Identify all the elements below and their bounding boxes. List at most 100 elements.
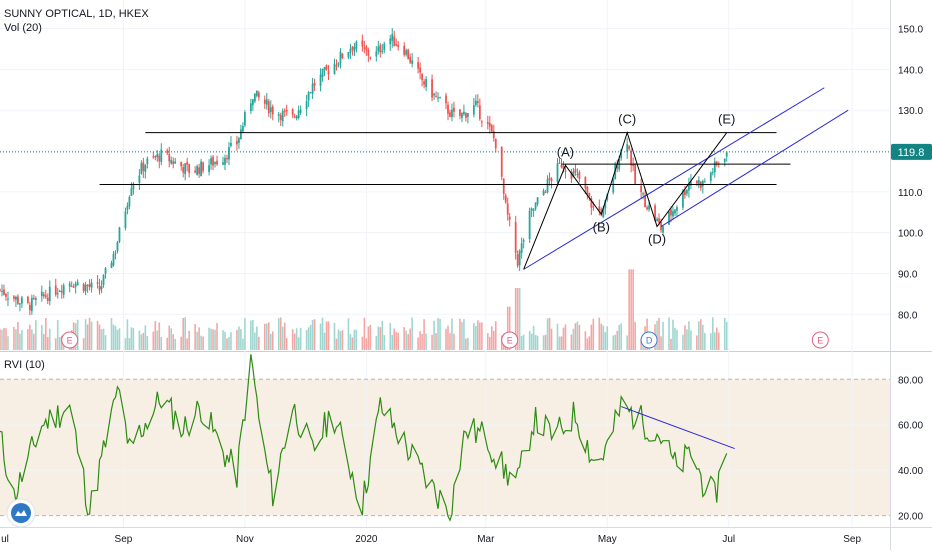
candle[interactable] <box>405 50 408 55</box>
candle[interactable] <box>156 153 159 158</box>
candle[interactable] <box>506 203 509 215</box>
candle[interactable] <box>628 145 631 150</box>
candle[interactable] <box>632 164 635 167</box>
candle[interactable] <box>236 140 238 145</box>
candle[interactable] <box>76 281 79 286</box>
candle[interactable] <box>686 189 688 194</box>
candle[interactable] <box>62 285 65 295</box>
candle[interactable] <box>305 101 308 110</box>
candle[interactable] <box>174 161 177 164</box>
candle[interactable] <box>588 192 591 197</box>
candle[interactable] <box>570 171 573 179</box>
candle[interactable] <box>243 112 246 126</box>
candle[interactable] <box>536 197 539 204</box>
candle[interactable] <box>602 208 605 218</box>
candle[interactable] <box>658 218 660 223</box>
candle[interactable] <box>42 294 45 297</box>
candle[interactable] <box>341 53 344 58</box>
candle[interactable] <box>492 131 495 139</box>
candle[interactable] <box>214 162 216 164</box>
candle[interactable] <box>84 284 87 292</box>
candle[interactable] <box>128 196 131 207</box>
candle[interactable] <box>646 207 648 210</box>
candle[interactable] <box>96 282 99 284</box>
candle[interactable] <box>126 205 129 211</box>
rvi-trendline[interactable] <box>621 406 735 450</box>
candle[interactable] <box>431 79 433 98</box>
candle[interactable] <box>532 209 535 211</box>
candle[interactable] <box>309 92 312 94</box>
candle[interactable] <box>546 179 549 193</box>
candle[interactable] <box>379 44 382 53</box>
candle[interactable] <box>381 50 384 52</box>
candle[interactable] <box>676 207 678 211</box>
candle[interactable] <box>419 67 422 73</box>
candle[interactable] <box>682 190 684 208</box>
candle[interactable] <box>480 121 483 123</box>
candle[interactable] <box>249 103 252 112</box>
candle[interactable] <box>186 162 189 165</box>
candle[interactable] <box>82 284 85 291</box>
candle[interactable] <box>154 156 157 158</box>
candle[interactable] <box>269 107 272 112</box>
candle[interactable] <box>725 152 728 157</box>
candle[interactable] <box>576 173 579 175</box>
candle[interactable] <box>321 69 324 78</box>
candle[interactable] <box>411 60 414 64</box>
candle[interactable] <box>323 67 326 71</box>
candle[interactable] <box>152 156 155 158</box>
candle[interactable] <box>453 107 455 112</box>
candle[interactable] <box>466 113 469 117</box>
candle[interactable] <box>200 161 202 176</box>
candle[interactable] <box>642 193 645 195</box>
candle[interactable] <box>56 293 59 295</box>
candle[interactable] <box>313 82 316 86</box>
candle[interactable] <box>516 254 519 266</box>
candle[interactable] <box>417 62 420 69</box>
candle[interactable] <box>689 181 692 186</box>
trend-channel[interactable] <box>523 87 849 270</box>
candle[interactable] <box>68 283 71 287</box>
candle[interactable] <box>697 180 700 185</box>
candle[interactable] <box>26 296 29 303</box>
candle[interactable] <box>542 190 545 195</box>
rvi-indicator[interactable] <box>0 354 735 522</box>
wave-pattern[interactable]: (A) (B) (C) (D) (E) <box>523 112 736 270</box>
candle[interactable] <box>711 172 714 174</box>
candle[interactable] <box>558 162 561 164</box>
candle[interactable] <box>560 164 563 168</box>
candle[interactable] <box>124 211 127 228</box>
candle[interactable] <box>548 177 551 180</box>
candle[interactable] <box>644 194 647 208</box>
candle[interactable] <box>17 296 19 304</box>
candle[interactable] <box>508 216 511 220</box>
candle[interactable] <box>423 81 425 85</box>
candle[interactable] <box>606 194 609 200</box>
candle[interactable] <box>110 263 113 268</box>
candle[interactable] <box>222 162 224 165</box>
earnings-marker[interactable] <box>501 331 519 349</box>
candle[interactable] <box>684 190 686 196</box>
candle[interactable] <box>19 303 21 305</box>
candle[interactable] <box>393 36 396 47</box>
candle[interactable] <box>564 170 567 172</box>
candle[interactable] <box>397 44 400 48</box>
candle[interactable] <box>476 101 479 104</box>
candle[interactable] <box>253 93 256 102</box>
candle[interactable] <box>572 171 575 177</box>
candle[interactable] <box>421 73 424 80</box>
candle[interactable] <box>196 166 199 175</box>
candle[interactable] <box>132 183 135 190</box>
candle[interactable] <box>226 157 228 160</box>
candle[interactable] <box>46 297 49 301</box>
candle[interactable] <box>142 162 145 171</box>
rvi-line[interactable] <box>0 354 728 522</box>
candle[interactable] <box>433 93 435 96</box>
candle[interactable] <box>86 285 89 287</box>
candle[interactable] <box>98 285 101 291</box>
candle[interactable] <box>44 295 47 297</box>
candle[interactable] <box>257 92 260 98</box>
candle[interactable] <box>21 297 23 304</box>
candle[interactable] <box>285 109 288 112</box>
